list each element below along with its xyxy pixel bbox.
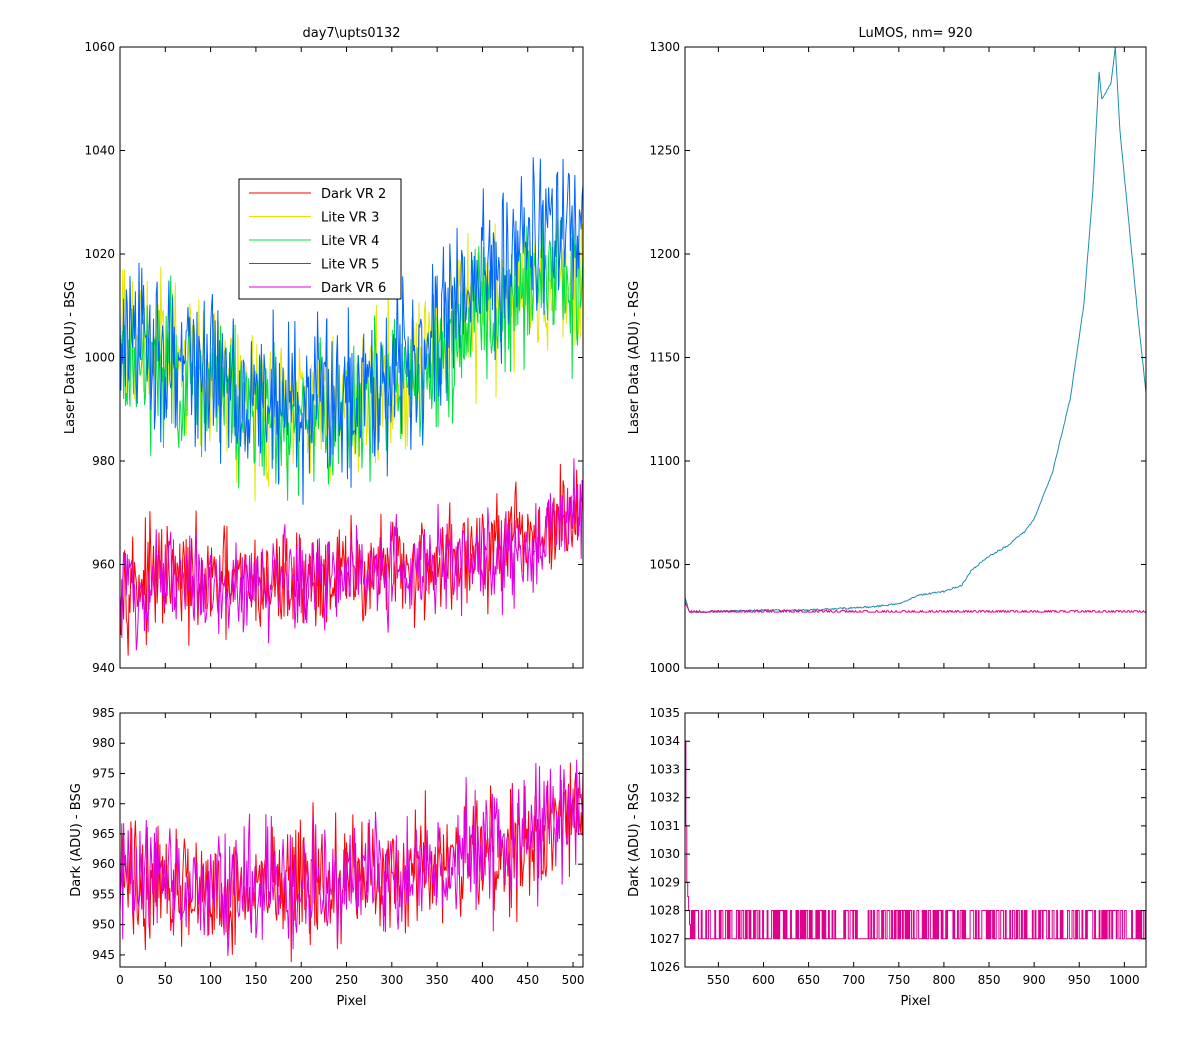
series-line-dark-vr-6 <box>120 759 583 956</box>
y-tick-label: 1030 <box>649 847 680 861</box>
y-tick-label: 1034 <box>649 734 680 748</box>
x-tick-label: 600 <box>752 973 775 987</box>
x-tick-label: 1000 <box>1109 973 1140 987</box>
tick-layer: 940 960 980 1000 1020 1040 1060 <box>84 40 583 675</box>
y-tick-label: 1300 <box>649 40 680 54</box>
legend: Dark VR 2 Lite VR 3 Lite VR 4 Lite VR 5 Dark… <box>238 178 402 300</box>
tick-layer: 550 600 650 700 750 800 850 900 950 1000 1026 1027 1… <box>649 706 1146 987</box>
y-tick-label: 980 <box>92 736 115 750</box>
tick-layer: 0 50 100 150 200 250 300 350 400 450 500 945 950 955 9… <box>92 706 584 987</box>
y-tick-label: 1100 <box>649 454 680 468</box>
y-tick-label: 960 <box>92 857 115 871</box>
legend-label: Dark VR 6 <box>321 281 386 296</box>
x-tick-label: 150 <box>244 973 267 987</box>
x-tick-label: 0 <box>116 973 124 987</box>
series-line-dark-vr-6 <box>685 740 1146 940</box>
x-tick-label: 300 <box>380 973 403 987</box>
y-axis-label: Dark (ADU) - BSG <box>69 783 84 897</box>
x-tick-label: 700 <box>842 973 865 987</box>
y-tick-label: 1050 <box>649 558 680 572</box>
y-tick-label: 950 <box>92 918 115 932</box>
y-tick-label: 965 <box>92 827 115 841</box>
x-tick-label: 50 <box>158 973 173 987</box>
plot-area <box>120 713 583 967</box>
y-tick-label: 1031 <box>649 819 680 833</box>
y-tick-label: 1000 <box>84 351 115 365</box>
x-tick-label: 750 <box>887 973 910 987</box>
legend-label: Lite VR 5 <box>321 258 379 273</box>
x-axis-label: Pixel <box>336 994 366 1009</box>
legend-label: Lite VR 4 <box>321 234 379 249</box>
y-tick-label: 1026 <box>649 960 680 974</box>
chart-rsg-dark: 550 600 650 700 750 800 850 900 950 1000 1026 1027 1… <box>627 706 1147 1009</box>
series-line-dark-vr-6 <box>685 601 1146 614</box>
x-tick-label: 650 <box>797 973 820 987</box>
x-tick-label: 900 <box>1023 973 1046 987</box>
y-tick-label: 945 <box>92 948 115 962</box>
axes-frame <box>119 712 584 968</box>
y-tick-label: 1250 <box>649 144 680 158</box>
y-tick-label: 1040 <box>84 144 115 158</box>
x-tick-label: 100 <box>199 973 222 987</box>
x-tick-label: 850 <box>978 973 1001 987</box>
y-tick-label: 1200 <box>649 247 680 261</box>
series-line-lite-vr-5 <box>120 157 583 505</box>
axes-frame <box>684 712 1147 968</box>
y-tick-label: 955 <box>92 887 115 901</box>
x-tick-label: 350 <box>426 973 449 987</box>
series-layer <box>120 157 583 656</box>
y-tick-label: 1028 <box>649 904 680 918</box>
y-tick-label: 1032 <box>649 791 680 805</box>
x-tick-label: 550 <box>707 973 730 987</box>
y-tick-label: 970 <box>92 797 115 811</box>
x-tick-label: 400 <box>471 973 494 987</box>
y-tick-label: 1150 <box>649 351 680 365</box>
chart-bsg-dark: 0 50 100 150 200 250 300 350 400 450 500 945 950 955 9… <box>69 706 584 1009</box>
y-tick-label: 1033 <box>649 762 680 776</box>
chart-title: day7\upts0132 <box>302 26 400 41</box>
y-tick-label: 1035 <box>649 706 680 720</box>
y-axis-label: Dark (ADU) - RSG <box>627 783 642 897</box>
plot-area <box>685 47 1146 668</box>
chart-title: LuMOS, nm= 920 <box>859 26 973 41</box>
y-tick-label: 1029 <box>649 875 680 889</box>
chart-rsg-laser: 1000 1050 1100 1150 1200 1250 1300 LuMOS, nm= … <box>627 26 1147 675</box>
series-layer <box>685 740 1146 940</box>
x-tick-label: 500 <box>562 973 585 987</box>
series-line-lite-vr-5 <box>685 47 1146 614</box>
series-layer <box>120 759 583 963</box>
y-tick-label: 1060 <box>84 40 115 54</box>
x-tick-label: 200 <box>290 973 313 987</box>
series-line-dark-vr-6 <box>120 458 583 651</box>
y-tick-label: 975 <box>92 766 115 780</box>
y-tick-label: 940 <box>92 661 115 675</box>
y-axis-label: Laser Data (ADU) - RSG <box>627 281 642 435</box>
x-axis-label: Pixel <box>900 994 930 1009</box>
x-tick-label: 800 <box>932 973 955 987</box>
y-tick-label: 985 <box>92 706 115 720</box>
legend-label: Dark VR 2 <box>321 187 386 202</box>
y-tick-label: 960 <box>92 558 115 572</box>
y-tick-label: 1027 <box>649 932 680 946</box>
x-tick-label: 250 <box>335 973 358 987</box>
series-layer <box>685 47 1146 614</box>
y-tick-label: 980 <box>92 454 115 468</box>
legend-label: Lite VR 3 <box>321 211 379 226</box>
legend-box <box>238 178 402 300</box>
y-tick-label: 1020 <box>84 247 115 261</box>
y-axis-label: Laser Data (ADU) - BSG <box>63 281 78 434</box>
y-tick-label: 1000 <box>649 661 680 675</box>
x-tick-label: 950 <box>1068 973 1091 987</box>
tick-layer: 1000 1050 1100 1150 1200 1250 1300 <box>649 40 1146 675</box>
x-tick-label: 450 <box>516 973 539 987</box>
